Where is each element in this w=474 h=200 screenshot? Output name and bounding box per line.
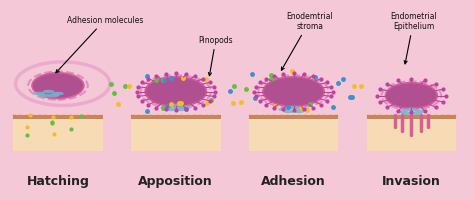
Ellipse shape (385, 83, 438, 109)
Ellipse shape (401, 112, 412, 116)
Ellipse shape (170, 104, 182, 108)
Ellipse shape (292, 110, 304, 114)
Ellipse shape (410, 112, 422, 116)
Text: Endometrial
Epithelium: Endometrial Epithelium (390, 12, 437, 65)
Ellipse shape (297, 108, 309, 112)
Ellipse shape (43, 90, 55, 94)
Ellipse shape (283, 110, 295, 114)
FancyBboxPatch shape (13, 116, 103, 120)
Text: Apposition: Apposition (138, 174, 213, 187)
Text: Adhesion: Adhesion (261, 174, 326, 187)
FancyBboxPatch shape (249, 120, 338, 151)
Ellipse shape (288, 106, 300, 110)
Text: Adhesion molecules: Adhesion molecules (56, 16, 143, 73)
FancyBboxPatch shape (366, 116, 456, 120)
Ellipse shape (405, 108, 417, 112)
Text: Enodemtrial
stroma: Enodemtrial stroma (282, 12, 333, 71)
FancyBboxPatch shape (131, 120, 220, 151)
Ellipse shape (263, 77, 324, 107)
Ellipse shape (165, 108, 177, 112)
Text: Invasion: Invasion (382, 174, 441, 187)
Ellipse shape (278, 108, 290, 112)
Ellipse shape (145, 77, 206, 107)
Ellipse shape (47, 94, 59, 98)
Ellipse shape (32, 73, 84, 99)
Text: Hatching: Hatching (27, 174, 90, 187)
FancyBboxPatch shape (13, 120, 103, 151)
Text: Pinopods: Pinopods (199, 36, 233, 76)
Ellipse shape (33, 92, 45, 96)
FancyBboxPatch shape (131, 116, 220, 120)
FancyBboxPatch shape (249, 116, 338, 120)
Ellipse shape (174, 108, 186, 112)
Ellipse shape (160, 106, 172, 110)
Ellipse shape (415, 110, 427, 114)
Ellipse shape (179, 106, 191, 110)
Ellipse shape (38, 94, 50, 98)
Ellipse shape (396, 110, 408, 114)
FancyBboxPatch shape (366, 120, 456, 151)
Ellipse shape (52, 92, 64, 96)
